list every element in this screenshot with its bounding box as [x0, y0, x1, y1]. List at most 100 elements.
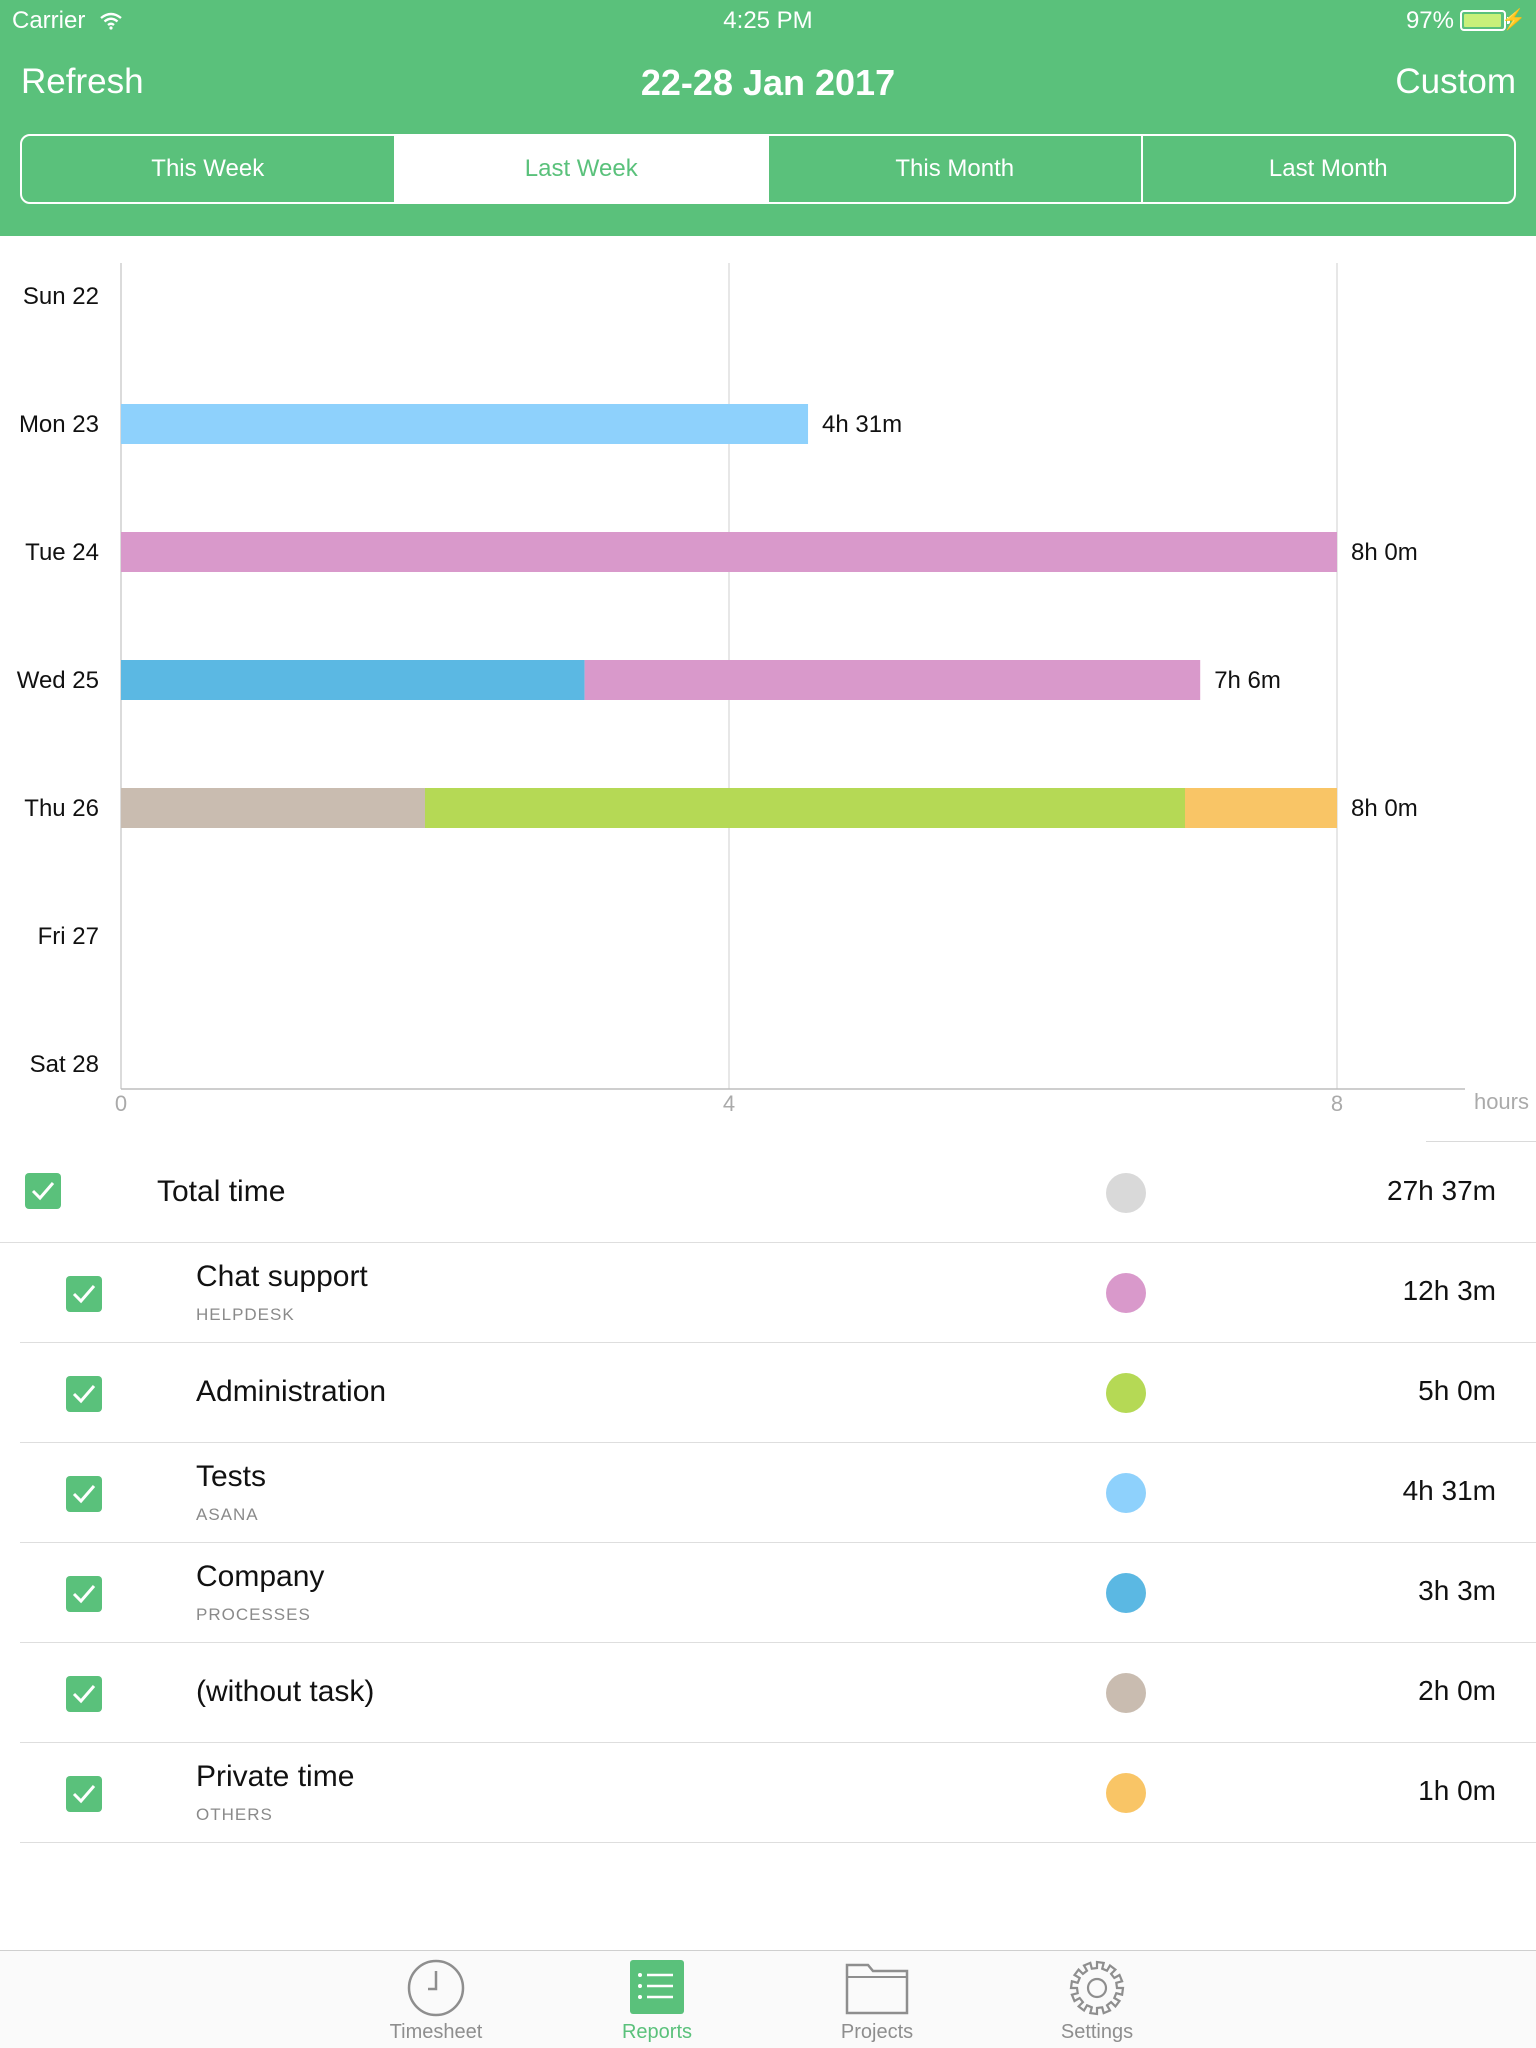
project-name: ASANA: [196, 1505, 259, 1524]
color-dot: [1106, 1373, 1146, 1413]
charging-icon: ⚡: [1501, 9, 1526, 31]
tab-timesheet[interactable]: Timesheet: [356, 1951, 516, 2048]
task-duration: 5h 0m: [1418, 1375, 1496, 1406]
color-dot: [1106, 1573, 1146, 1613]
wifi-icon: [100, 9, 122, 37]
task-row-without-task[interactable]: (without task) 2h 0m: [20, 1643, 1536, 1743]
y-category-label: Fri 27: [38, 923, 99, 950]
task-name: Private time: [196, 1760, 355, 1793]
color-dot: [1106, 1473, 1146, 1513]
segment-last-month[interactable]: Last Month: [1268, 155, 1388, 182]
tab-label: Settings: [1060, 2021, 1134, 2043]
task-row-company[interactable]: Company PROCESSES 3h 3m: [20, 1543, 1536, 1643]
gear-icon: [1068, 1959, 1126, 2022]
bar-data-label: 7h 6m: [1214, 667, 1281, 694]
y-category-label: Wed 25: [17, 667, 99, 694]
tab-reports[interactable]: Reports: [577, 1951, 737, 2048]
task-name: Tests: [196, 1460, 267, 1493]
list-icon: [629, 1959, 685, 2020]
task-name: (without task): [196, 1675, 375, 1708]
bar-segment: [121, 788, 425, 828]
project-name: PROCESSES: [196, 1605, 311, 1624]
y-category-label: Thu 26: [24, 795, 99, 822]
checkmark-icon: [72, 1285, 96, 1304]
y-category-label: Mon 23: [19, 411, 99, 438]
checkmark-icon: [72, 1785, 96, 1804]
task-name: Administration: [196, 1375, 387, 1408]
tab-projects[interactable]: Projects: [797, 1951, 957, 2048]
tab-label: Projects: [840, 2021, 914, 2043]
header: Carrier 4:25 PM 97% ⚡ Refresh 22-28 Jan …: [0, 0, 1536, 236]
color-dot-total: [1106, 1173, 1146, 1213]
checkbox-without-task[interactable]: [66, 1676, 102, 1712]
date-range-title: 22-28 Jan 2017: [640, 62, 896, 103]
battery-icon: [1460, 10, 1510, 31]
task-row-private-time[interactable]: Private time OTHERS 1h 0m: [20, 1743, 1536, 1843]
tab-label: Reports: [621, 2021, 693, 2043]
bar-data-label: 4h 31m: [822, 411, 902, 438]
x-axis-label: hours: [1474, 1089, 1529, 1114]
battery-percentage: 97%: [1405, 7, 1454, 34]
x-tick-label: 4: [723, 1091, 735, 1116]
task-row-administration[interactable]: Administration 5h 0m: [20, 1343, 1536, 1443]
chart-divider: [1426, 1141, 1536, 1142]
bar-segment: [121, 660, 585, 700]
task-duration: 3h 3m: [1418, 1575, 1496, 1606]
chart-svg: 0 4 8 hours Sun 22 Mon 23 4h 31m Tue 24 8h 0m Wed…: [17, 263, 1529, 1116]
color-dot: [1106, 1773, 1146, 1813]
daily-hours-chart: 0 4 8 hours Sun 22 Mon 23 4h 31m Tue 24 8h 0m Wed…: [0, 236, 1536, 1116]
total-time-row[interactable]: Total time 27h 37m: [0, 1143, 1536, 1243]
task-duration: 4h 31m: [1402, 1475, 1496, 1506]
task-duration: 1h 0m: [1418, 1775, 1496, 1806]
checkbox-total[interactable]: [25, 1173, 61, 1209]
y-category-label: Sat 28: [30, 1051, 99, 1078]
task-duration: 12h 3m: [1402, 1275, 1496, 1306]
bar-segment: [121, 404, 809, 444]
carrier-label: Carrier: [12, 7, 86, 34]
period-segmented-control: This Week Last Week This Month Last Mont…: [20, 134, 1516, 204]
checkbox-administration[interactable]: [66, 1376, 102, 1412]
summary-list: Total time 27h 37m Chat support HELPDESK…: [0, 1143, 1536, 1843]
folder-icon: [845, 1959, 909, 2020]
status-bar: Carrier 4:25 PM 97% ⚡: [0, 0, 1536, 44]
total-time-label: Total time: [157, 1175, 286, 1208]
bar-data-label: 8h 0m: [1351, 795, 1418, 822]
tab-label: Timesheet: [389, 2021, 483, 2043]
checkmark-icon: [72, 1685, 96, 1704]
checkbox-chat-support[interactable]: [66, 1276, 102, 1312]
tab-settings[interactable]: Settings: [1017, 1951, 1177, 2048]
checkbox-tests[interactable]: [66, 1476, 102, 1512]
checkmark-icon: [72, 1485, 96, 1504]
x-tick-label: 0: [115, 1091, 127, 1116]
custom-range-button[interactable]: Custom: [1395, 62, 1516, 101]
x-tick-label: 8: [1331, 1091, 1343, 1116]
segment-this-week[interactable]: This Week: [22, 136, 396, 202]
color-dot: [1106, 1273, 1146, 1313]
checkmark-icon: [72, 1385, 96, 1404]
y-category-label: Tue 24: [25, 539, 99, 566]
bar-segment: [1185, 788, 1337, 828]
task-row-chat-support[interactable]: Chat support HELPDESK 12h 3m: [20, 1243, 1536, 1343]
y-category-label: Sun 22: [23, 283, 99, 310]
tab-bar: Timesheet Reports Projects Settings: [0, 1950, 1536, 2048]
project-name: HELPDESK: [196, 1305, 295, 1324]
segment-last-week[interactable]: Last Week: [395, 136, 769, 202]
task-name: Company: [196, 1560, 325, 1593]
checkmark-icon: [31, 1182, 55, 1201]
bar-segment: [584, 660, 1201, 700]
task-name: Chat support: [196, 1260, 368, 1293]
checkbox-private-time[interactable]: [66, 1776, 102, 1812]
total-time-value: 27h 37m: [1387, 1175, 1496, 1206]
color-dot: [1106, 1673, 1146, 1713]
checkbox-company[interactable]: [66, 1576, 102, 1612]
bar-segment: [425, 788, 1185, 828]
checkmark-icon: [72, 1585, 96, 1604]
segment-this-month[interactable]: This Month: [769, 136, 1143, 202]
clock-icon: [406, 1959, 466, 2022]
refresh-button[interactable]: Refresh: [21, 62, 144, 101]
navigation-bar: Refresh 22-28 Jan 2017 Custom: [0, 44, 1536, 124]
clock-time: 4:25 PM: [723, 7, 813, 34]
task-row-tests[interactable]: Tests ASANA 4h 31m: [20, 1443, 1536, 1543]
task-duration: 2h 0m: [1418, 1675, 1496, 1706]
